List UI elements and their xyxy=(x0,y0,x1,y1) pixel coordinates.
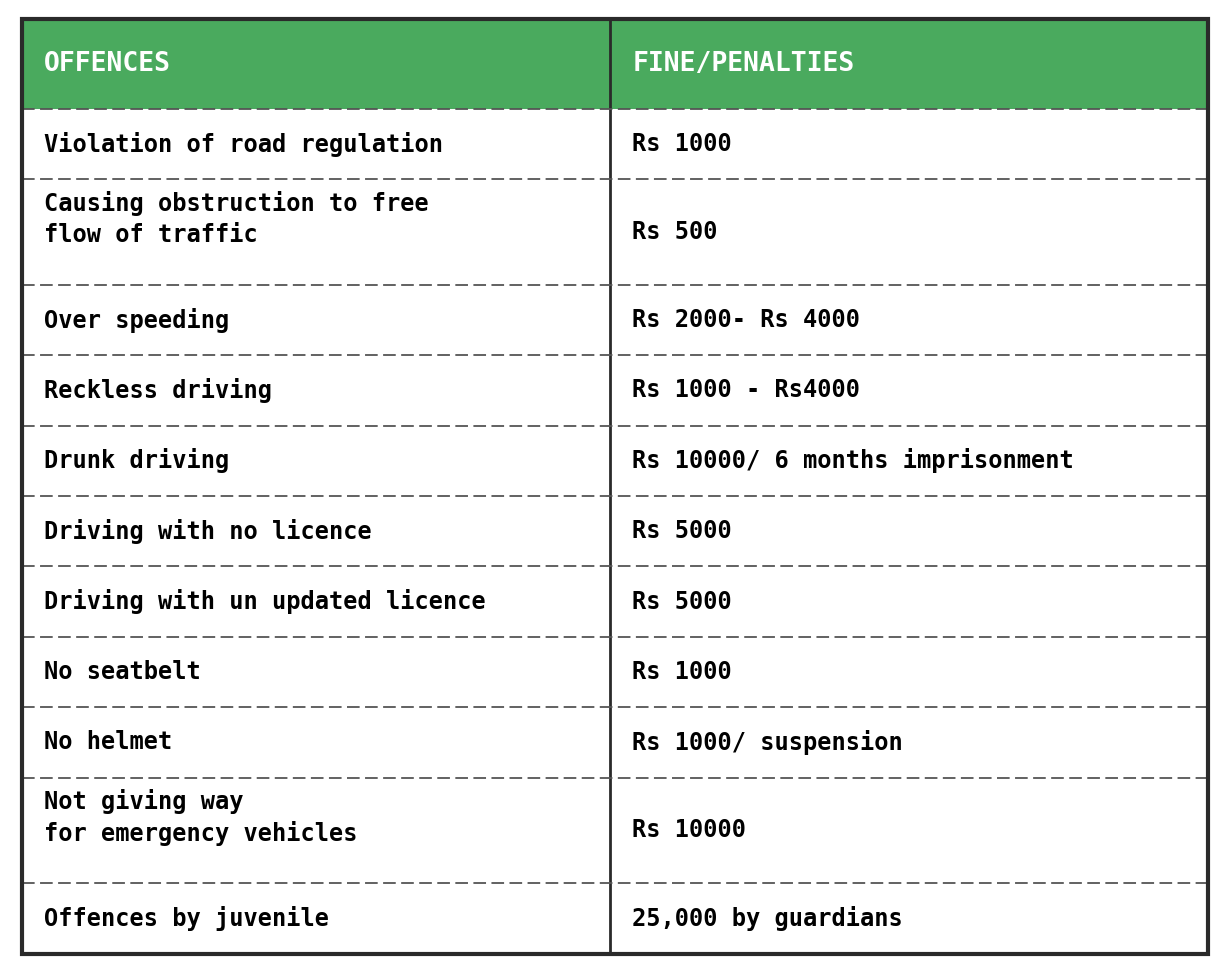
Text: Rs 1000: Rs 1000 xyxy=(632,132,732,156)
Text: Violation of road regulation: Violation of road regulation xyxy=(44,131,443,157)
Text: Driving with un updated licence: Driving with un updated licence xyxy=(44,589,486,614)
Text: OFFENCES: OFFENCES xyxy=(44,52,171,77)
Text: Not giving way
for emergency vehicles: Not giving way for emergency vehicles xyxy=(44,789,358,847)
Text: Rs 1000: Rs 1000 xyxy=(632,660,732,684)
Text: Driving with no licence: Driving with no licence xyxy=(44,519,371,544)
Text: FINE/PENALTIES: FINE/PENALTIES xyxy=(632,52,855,77)
Text: Rs 10000: Rs 10000 xyxy=(632,818,747,843)
Bar xyxy=(22,19,1208,109)
Text: Rs 10000/ 6 months imprisonment: Rs 10000/ 6 months imprisonment xyxy=(632,449,1074,474)
Text: Rs 1000/ suspension: Rs 1000/ suspension xyxy=(632,730,903,755)
Text: Rs 500: Rs 500 xyxy=(632,220,718,244)
Bar xyxy=(22,883,1208,954)
Text: Causing obstruction to free
flow of traffic: Causing obstruction to free flow of traf… xyxy=(44,191,429,247)
Bar xyxy=(22,355,1208,426)
Bar xyxy=(22,496,1208,566)
Text: Offences by juvenile: Offences by juvenile xyxy=(44,906,330,931)
Text: 25,000 by guardians: 25,000 by guardians xyxy=(632,906,903,931)
Bar xyxy=(22,637,1208,707)
Text: Reckless driving: Reckless driving xyxy=(44,378,272,403)
Bar xyxy=(22,777,1208,883)
Bar xyxy=(22,109,1208,179)
Bar xyxy=(22,566,1208,637)
Text: No helmet: No helmet xyxy=(44,731,172,754)
Bar xyxy=(22,707,1208,777)
Text: Rs 2000- Rs 4000: Rs 2000- Rs 4000 xyxy=(632,308,861,332)
Text: Drunk driving: Drunk driving xyxy=(44,449,230,474)
Bar xyxy=(22,426,1208,496)
Text: Rs 5000: Rs 5000 xyxy=(632,590,732,614)
Bar xyxy=(22,179,1208,285)
Bar xyxy=(22,285,1208,355)
Text: No seatbelt: No seatbelt xyxy=(44,660,200,684)
Text: Rs 1000 - Rs4000: Rs 1000 - Rs4000 xyxy=(632,378,861,403)
Text: Over speeding: Over speeding xyxy=(44,307,230,333)
Text: Rs 5000: Rs 5000 xyxy=(632,520,732,543)
